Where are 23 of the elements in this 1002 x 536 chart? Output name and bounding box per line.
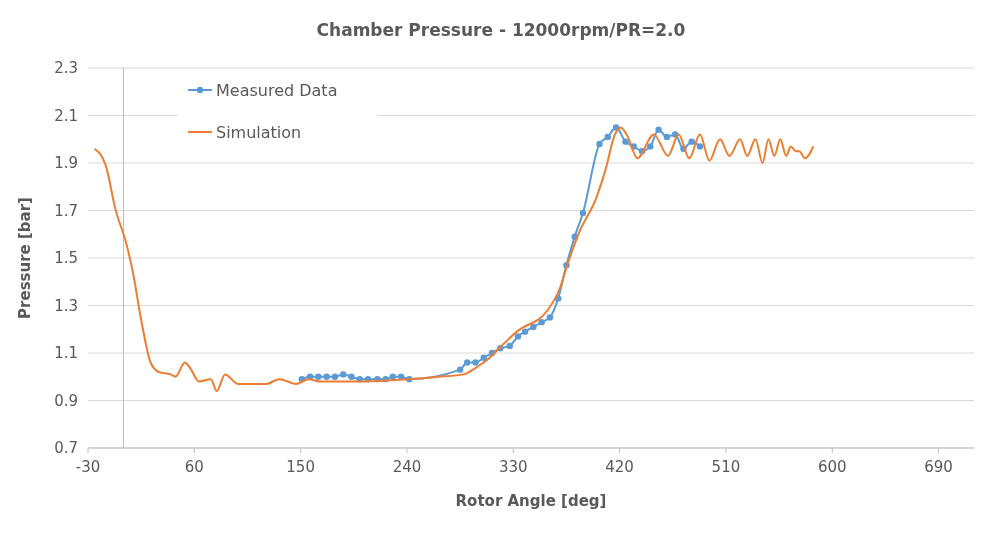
y-tick-label: 0.9 [54, 391, 78, 410]
y-tick-label: 1.5 [54, 249, 78, 267]
x-tick-label: 420 [605, 458, 634, 476]
y-tick-label: 1.3 [54, 296, 78, 315]
x-tick-label: 600 [817, 458, 847, 476]
x-tick-label: 690 [924, 458, 953, 476]
legend-label: Simulation [216, 123, 302, 142]
y-tick-label: 1.1 [54, 344, 78, 362]
y-axis-title: Pressure [bar] [16, 197, 34, 319]
x-tick-label: 150 [286, 458, 315, 476]
x-axis-title: Rotor Angle [deg] [455, 492, 607, 510]
x-tick-label: 330 [498, 458, 528, 476]
y-tick-label: 2.3 [54, 59, 78, 77]
x-tick-label: 240 [392, 458, 422, 476]
x-tick-label: 510 [711, 458, 741, 476]
y-tick-label: 1.9 [54, 154, 78, 172]
y-tick-label: 2.1 [54, 106, 78, 125]
legend-label: Measured Data [216, 81, 338, 100]
chart-title: Chamber Pressure - 12000rpm/PR=2.0 [316, 20, 686, 40]
x-tick-label: 60 [184, 458, 204, 476]
y-tick-label: 0.7 [54, 439, 78, 457]
x-tick-label: -30 [75, 458, 101, 476]
y-tick-label: 1.7 [54, 201, 78, 220]
